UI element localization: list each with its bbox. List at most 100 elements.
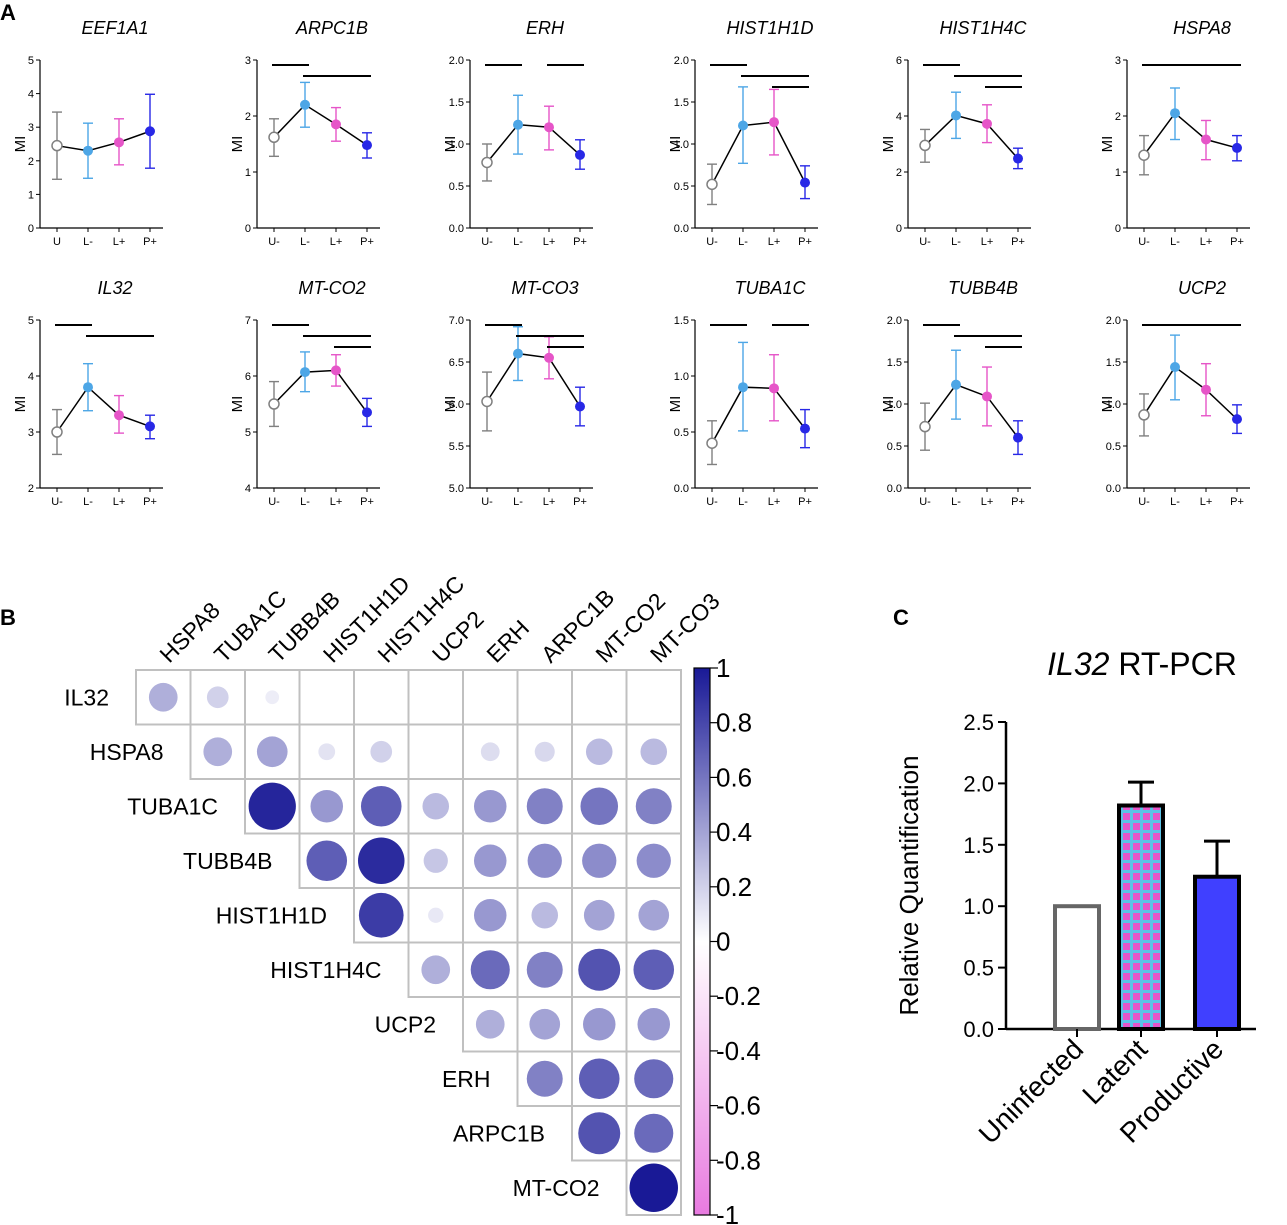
y-tick-label: 1.0 — [449, 139, 464, 151]
series-line — [56, 130, 151, 152]
row-label: TUBB4B — [183, 848, 272, 874]
y-tick-label: 2 — [245, 111, 251, 123]
colorbar-tick-label: 0.4 — [716, 817, 752, 847]
y-tick-label: 2 — [28, 156, 34, 168]
x-tick-label: P+ — [143, 236, 157, 248]
y-tick-label: 0.0 — [1106, 483, 1121, 495]
data-point — [544, 352, 554, 363]
chart-title: IL32 RT-PCR — [1047, 646, 1237, 682]
correlation-circle — [248, 782, 296, 830]
y-axis-label: Relative Quantification — [894, 755, 924, 1015]
y-tick-label: 3 — [28, 427, 34, 439]
x-tick-label: L+ — [981, 496, 994, 508]
y-tick-label: 1.5 — [1106, 357, 1121, 369]
y-tick-label: 0 — [28, 223, 34, 235]
y-tick-label: 0.5 — [449, 181, 464, 193]
data-point — [83, 382, 93, 393]
series-line — [273, 369, 368, 413]
correlation-circle — [582, 843, 617, 878]
x-tick-label: L+ — [1200, 496, 1213, 508]
line-chart-arpc1b: ARPC1B MI 0 1 2 3 U- L- L+ P+ — [229, 18, 380, 248]
series-line — [486, 123, 581, 163]
y-tick-label: 0.5 — [674, 427, 689, 439]
series-line — [711, 121, 806, 185]
x-tick-label: U- — [268, 236, 280, 248]
y-tick-label: 6.5 — [449, 357, 464, 369]
data-point — [145, 126, 155, 137]
data-point — [1170, 362, 1180, 373]
chart-title: HIST1H4C — [939, 18, 1027, 38]
data-point — [513, 348, 523, 359]
chart-title: MT-CO3 — [511, 278, 578, 298]
x-tick-label: L- — [1170, 236, 1180, 248]
correlation-circle — [640, 738, 668, 766]
data-point — [769, 383, 779, 394]
row-label: HIST1H4C — [270, 957, 381, 983]
chart-title: UCP2 — [1178, 278, 1226, 298]
y-axis-label: MI — [667, 136, 684, 153]
x-tick-label: L- — [300, 236, 310, 248]
y-tick-label: 5 — [28, 55, 34, 67]
data-point — [1138, 149, 1150, 161]
y-tick-label: 0.0 — [674, 483, 689, 495]
x-tick-label: L+ — [113, 496, 126, 508]
y-axis-label: MI — [1099, 396, 1116, 413]
chart-title-gene: IL32 — [1047, 646, 1109, 682]
correlation-circle — [203, 737, 233, 767]
x-tick-label: L- — [513, 496, 523, 508]
correlation-circle — [583, 899, 615, 931]
x-tick-label: P+ — [1011, 236, 1025, 248]
data-point — [738, 382, 748, 393]
y-tick-label: 3 — [1115, 55, 1121, 67]
x-tick-label: U- — [706, 236, 718, 248]
data-point — [1232, 414, 1242, 425]
x-tick-label: P+ — [143, 496, 157, 508]
x-tick-label: L+ — [981, 236, 994, 248]
series-line — [56, 386, 151, 433]
line-chart-mt-co2: MT-CO2 MI 4 5 6 7 U- L- L+ P+ — [229, 278, 380, 508]
y-tick-label: 3 — [245, 55, 251, 67]
x-tick-label: L- — [513, 236, 523, 248]
series-line — [924, 383, 1019, 439]
correlation-circle — [475, 1009, 505, 1039]
data-point — [800, 177, 810, 188]
line-chart-mt-co3: MT-CO3 MI 5.0 5.5 6.0 6.5 7.0 U- L- L+ P+ — [442, 278, 593, 508]
data-point — [268, 398, 280, 410]
correlation-circle — [265, 690, 280, 705]
y-tick-label: 5.5 — [449, 441, 464, 453]
x-tick-label: P+ — [573, 236, 587, 248]
y-axis-label: MI — [880, 136, 897, 153]
correlation-circle — [634, 1113, 674, 1153]
correlation-circle — [529, 1008, 561, 1040]
line-chart-eef1a1: EEF1A1 MI 0 1 2 3 4 5 U L- L+ P+ — [12, 18, 163, 248]
y-tick-label: 1.5 — [963, 833, 994, 858]
chart-title: ARPC1B — [295, 18, 368, 38]
correlation-circle — [633, 949, 675, 991]
x-tick-label: L+ — [543, 236, 556, 248]
x-tick-label: U- — [51, 496, 63, 508]
data-point — [51, 139, 63, 152]
y-tick-label: 1.0 — [674, 371, 689, 383]
row-label: HIST1H1D — [216, 902, 327, 928]
colorbar-tick-label: -0.8 — [716, 1145, 761, 1175]
panel-label-c: C — [893, 605, 909, 630]
y-axis-label: MI — [229, 396, 246, 413]
series-line — [273, 103, 368, 146]
row-label: ARPC1B — [453, 1120, 545, 1146]
y-tick-label: 1.5 — [887, 357, 902, 369]
y-tick-label: 0.5 — [963, 956, 994, 981]
y-tick-label: 1 — [28, 189, 34, 201]
x-tick-label: P+ — [1230, 496, 1244, 508]
correlation-circle — [423, 848, 448, 873]
line-chart-hspa8: HSPA8 MI 0 1 2 3 U- L- L+ P+ — [1099, 18, 1250, 248]
data-point — [83, 145, 93, 156]
data-point — [362, 407, 372, 418]
y-tick-label: 0.0 — [674, 223, 689, 235]
y-axis-label: MI — [12, 396, 29, 413]
correlation-circle — [629, 1163, 678, 1212]
correlation-circle — [578, 948, 621, 991]
y-tick-label: 0.5 — [674, 181, 689, 193]
column-label: HSPA8 — [154, 597, 225, 668]
x-tick-label: L- — [1170, 496, 1180, 508]
y-tick-label: 6 — [245, 371, 251, 383]
